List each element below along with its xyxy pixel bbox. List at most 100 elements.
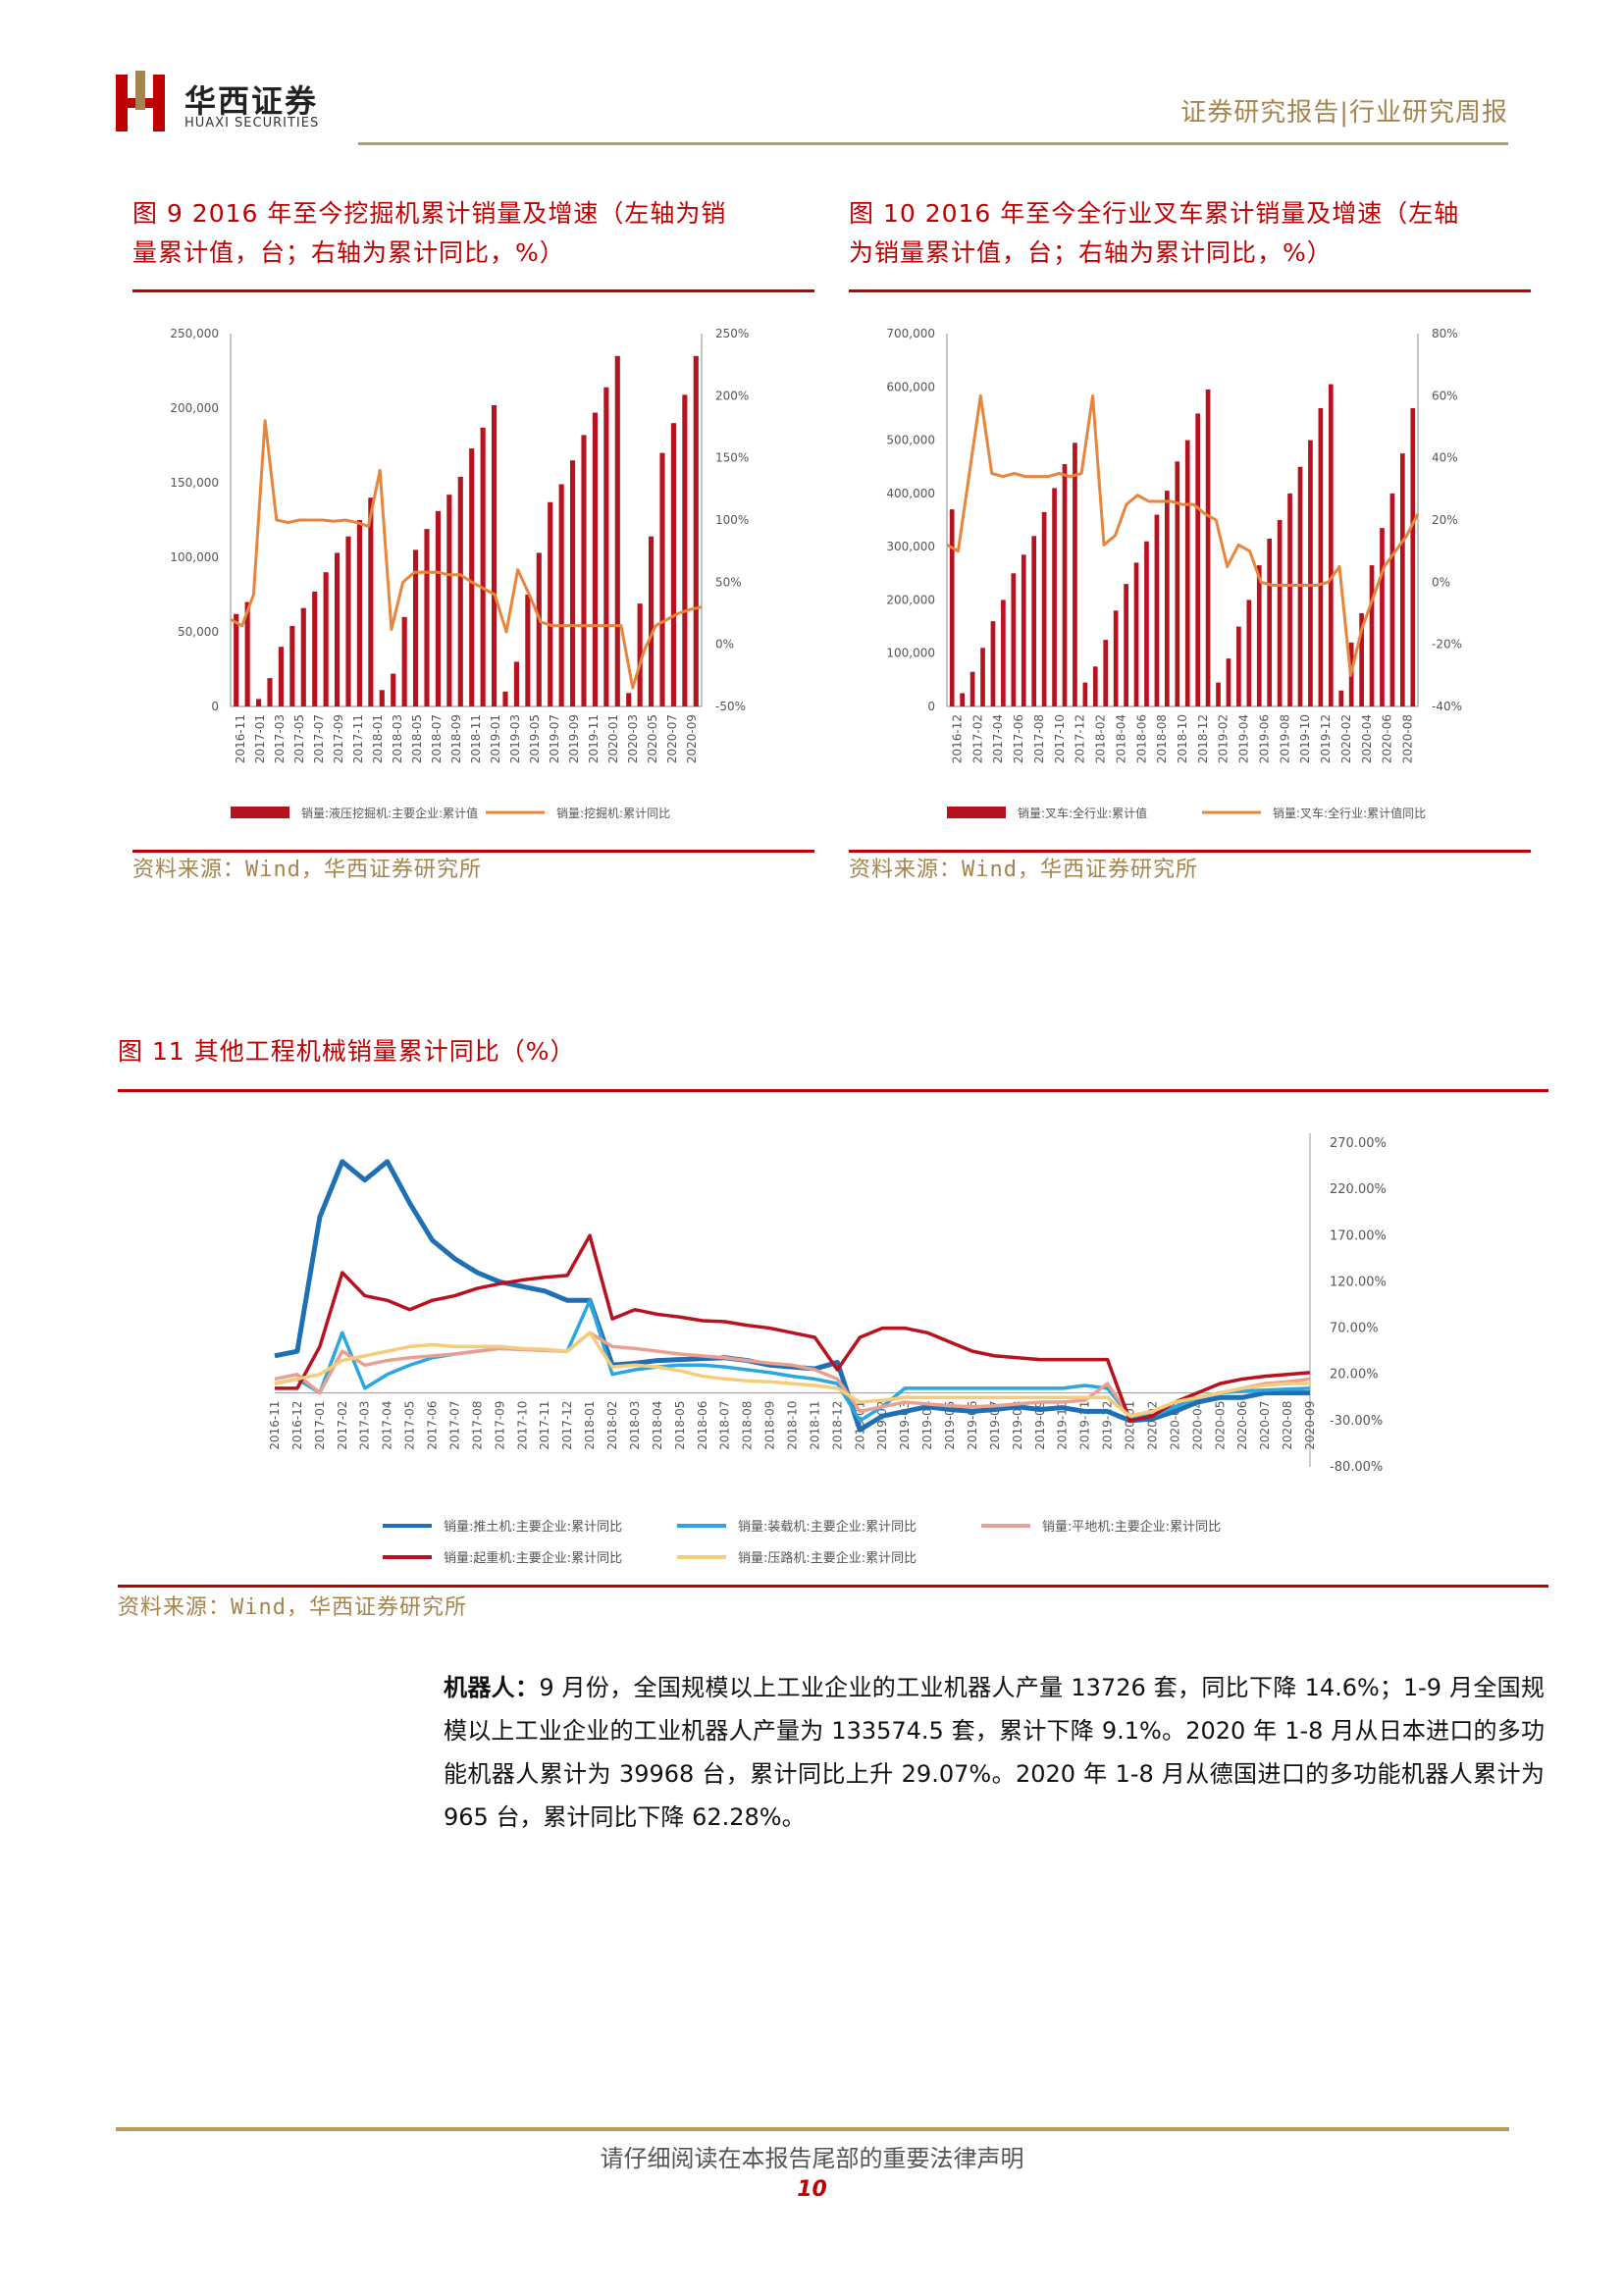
bar <box>659 452 665 706</box>
fig9-source: 资料来源：Wind，华西证券研究所 <box>132 858 482 882</box>
bar <box>990 621 996 706</box>
y-right-tick-label: 200% <box>715 389 749 402</box>
x-tick-label: 2017-02 <box>336 1401 349 1450</box>
fig9-top-rule <box>132 289 814 292</box>
legend-label: 销量:装载机:主要企业:累计同比 <box>738 1519 917 1535</box>
x-tick-label: 2019-07 <box>548 714 561 763</box>
x-tick-label: 2018-04 <box>1114 714 1127 763</box>
bar <box>1205 390 1211 706</box>
bar <box>637 603 643 706</box>
bar <box>1277 520 1283 706</box>
bar <box>289 625 295 706</box>
bar <box>1318 408 1324 706</box>
bar <box>1103 640 1109 706</box>
bar <box>244 601 250 706</box>
x-tick-label: 2017-03 <box>358 1401 372 1450</box>
bar <box>1184 440 1190 706</box>
x-tick-label: 2020-04 <box>1360 714 1374 763</box>
y-right-tick-label: 50% <box>715 575 742 589</box>
x-tick-label: 2019-12 <box>1319 714 1333 763</box>
x-tick-label: 2017-11 <box>538 1401 551 1450</box>
x-tick-label: 2019-07 <box>988 1401 1002 1450</box>
page-number: 10 <box>797 2177 827 2202</box>
yoy-line <box>946 393 1420 677</box>
x-tick-label: 2017-09 <box>493 1401 506 1450</box>
bar <box>693 355 699 706</box>
x-tick-label: 2018-01 <box>371 714 385 763</box>
y-right-tick-label: 60% <box>1432 389 1458 402</box>
bar <box>525 595 531 706</box>
bar <box>1216 682 1221 706</box>
fig11-chart: -80.00% -30.00% 20.00% 70.00% 120.00% 170.00%… <box>268 1133 1387 1566</box>
x-tick-label: 2017-02 <box>970 714 984 763</box>
company-logo: 华西证券 HUAXI SECURITIES <box>116 71 341 139</box>
legend-line-label: 销量:叉车:全行业:累计值同比 <box>1273 806 1426 820</box>
fig9-chart: 0 50,000 100,000 150,000 200,000 250,000 -50% 0… <box>170 327 749 820</box>
fig9-title-line2: 量累计值，台；右轴为累计同比，%） <box>132 238 565 267</box>
x-tick-label: 2018-11 <box>469 714 483 763</box>
x-tick-label: 2020-05 <box>646 714 659 763</box>
logo-english-name: HUAXI SECURITIES <box>184 116 320 130</box>
bar <box>1041 511 1047 706</box>
x-tick-label: 2018-07 <box>718 1401 732 1450</box>
x-tick-label: 2018-07 <box>430 714 444 763</box>
bar <box>969 671 975 706</box>
series-line <box>274 1331 1310 1418</box>
bar <box>413 549 419 706</box>
x-tick-label: 2018-03 <box>628 1401 642 1450</box>
bar <box>1359 613 1364 706</box>
bar <box>1011 573 1017 706</box>
series-line <box>275 1233 1311 1423</box>
legend-bar-swatch <box>947 807 1006 818</box>
bar <box>1073 443 1077 706</box>
x-tick-label: 2020-05 <box>1213 1401 1227 1450</box>
x-tick-label: 2018-03 <box>391 714 404 763</box>
bar <box>1082 682 1088 706</box>
y-right-tick-label: -40% <box>1432 700 1462 713</box>
y-tick-label: 270.00% <box>1330 1136 1387 1151</box>
x-tick-label: 2017-07 <box>312 714 326 763</box>
x-tick-label: 2019-05 <box>943 1401 957 1450</box>
bar <box>570 460 576 706</box>
fig11-source: 资料来源：Wind，华西证券研究所 <box>118 1595 467 1620</box>
x-tick-label: 2017-01 <box>253 714 267 763</box>
bar <box>1267 539 1273 706</box>
y-left-tick-label: 200,000 <box>170 401 219 415</box>
bar <box>424 529 430 706</box>
bar <box>1246 600 1252 706</box>
x-tick-label: 2018-01 <box>583 1401 597 1450</box>
y-tick-label: 70.00% <box>1330 1322 1379 1336</box>
bar <box>614 355 620 706</box>
bar <box>1236 626 1241 706</box>
fig9-bottom-rule <box>132 850 814 853</box>
x-tick-label: 2018-10 <box>786 1401 800 1450</box>
y-right-tick-label: -20% <box>1432 638 1462 652</box>
bar <box>960 693 965 706</box>
x-tick-label: 2017-01 <box>313 1401 327 1450</box>
bar <box>1092 666 1098 706</box>
bar <box>1389 493 1395 706</box>
bar <box>1380 528 1385 706</box>
x-tick-label: 2017-09 <box>332 714 345 763</box>
bar <box>1133 562 1139 706</box>
header-divider <box>358 142 1508 145</box>
bar <box>1195 413 1200 706</box>
x-tick-label: 2018-08 <box>741 1401 755 1450</box>
bar <box>1256 565 1262 706</box>
fig10-title-line2: 为销量累计值，台；右轴为累计同比，%） <box>849 238 1333 267</box>
y-right-tick-label: 100% <box>715 513 749 527</box>
bar <box>335 552 341 706</box>
x-tick-label: 2017-08 <box>470 1401 484 1450</box>
bar <box>1369 565 1375 706</box>
x-tick-label: 2019-04 <box>920 1401 934 1450</box>
bar <box>391 673 396 706</box>
x-tick-label: 2020-09 <box>685 714 699 763</box>
y-left-tick-label: 300,000 <box>886 540 935 553</box>
y-right-tick-label: 150% <box>715 451 749 465</box>
x-tick-label: 2018-12 <box>830 1401 844 1450</box>
x-tick-label: 2017-06 <box>1012 714 1025 763</box>
y-left-tick-label: 100,000 <box>170 550 219 564</box>
x-tick-label: 2019-10 <box>1298 714 1312 763</box>
legend-label: 销量:压路机:主要企业:累计同比 <box>738 1550 917 1566</box>
x-tick-label: 2019-03 <box>508 714 522 763</box>
